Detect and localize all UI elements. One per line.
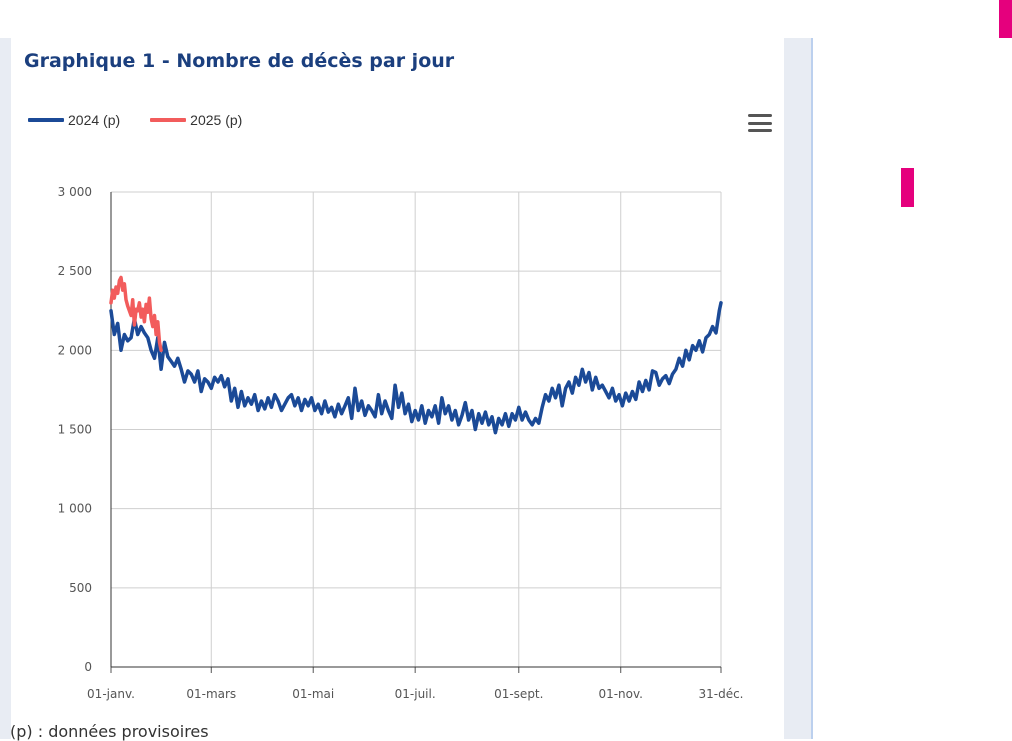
- x-tick-label: 01-mars: [186, 687, 236, 701]
- x-tick-label: 01-sept.: [494, 687, 543, 701]
- y-tick-label: 500: [69, 581, 92, 595]
- line-chart: 0 500 1 000 1 500 2 000 2 500 3 000 01-janv. 01-…: [58, 185, 744, 701]
- series-line-2025: [109, 275, 163, 353]
- right-divider: [811, 38, 813, 739]
- y-tick-label: 2 500: [58, 264, 92, 278]
- hamburger-menu-icon[interactable]: [748, 112, 772, 134]
- legend-label-2024: 2024 (p): [68, 112, 121, 128]
- legend-item-2024[interactable]: 2024 (p): [28, 112, 120, 128]
- right-margin-strip: [784, 38, 812, 739]
- x-tick-label: 01-mai: [292, 687, 334, 701]
- accent-bar-top: [999, 0, 1012, 38]
- footnote: (p) : données provisoires: [10, 722, 209, 741]
- legend-item-2025[interactable]: 2025 (p): [150, 112, 242, 128]
- accent-bar-middle: [901, 168, 914, 207]
- x-tick-label: 01-janv.: [87, 687, 135, 701]
- right-panel: [812, 38, 1012, 739]
- x-tick-label: 01-juil.: [395, 687, 436, 701]
- legend-swatch-2024: [28, 118, 64, 122]
- y-tick-label: 0: [84, 660, 92, 674]
- y-tick-label: 1 500: [58, 423, 92, 437]
- left-margin-strip: [0, 38, 11, 739]
- chart-legend: 2024 (p) 2025 (p): [28, 112, 272, 128]
- series-line-2024: [109, 301, 723, 435]
- chart-card: [11, 38, 784, 739]
- chart-title: Graphique 1 - Nombre de décès par jour: [24, 50, 455, 72]
- legend-label-2025: 2025 (p): [190, 112, 243, 128]
- y-tick-label: 1 000: [58, 502, 92, 516]
- x-tick-label: 31-déc.: [698, 687, 743, 701]
- legend-swatch-2025: [150, 118, 187, 122]
- x-tick-label: 01-nov.: [598, 687, 643, 701]
- y-tick-label: 3 000: [58, 185, 92, 199]
- y-tick-label: 2 000: [58, 343, 92, 357]
